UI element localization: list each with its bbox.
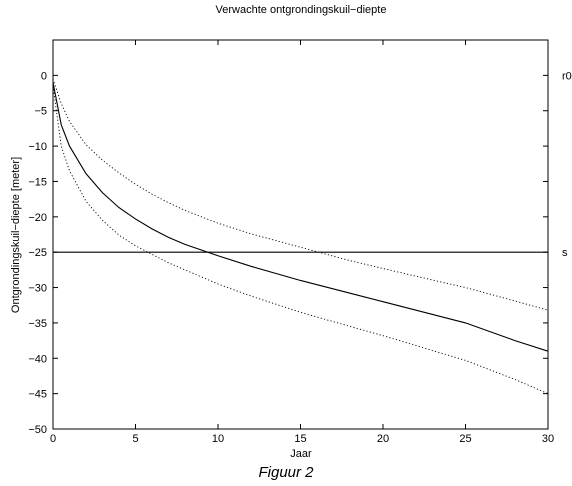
plot-frame [52, 39, 549, 430]
y-tick-label: −45 [28, 389, 47, 401]
x-tick-label: 10 [212, 433, 224, 445]
y-axis-label: Ontgrondingskuil−diepte [meter] [10, 157, 22, 313]
y-tick-label: −25 [28, 247, 47, 259]
y-tick-label: −5 [34, 106, 47, 118]
x-axis-label: Jaar [290, 448, 312, 460]
y-tick-label: −50 [28, 424, 47, 436]
x-tick-label: 5 [132, 433, 138, 445]
ticks-layer: 0 5 10 15 20 25 30 0 −5 −10 −15 −20 −25 −30 −35 −40 −45 −… [28, 40, 572, 445]
chart-title: Verwachte ontgrondingskuil−diepte [216, 4, 387, 16]
x-tick-label: 30 [542, 433, 554, 445]
x-tick-label: 25 [459, 433, 471, 445]
right-axis-label: r0 [562, 70, 572, 82]
y-tick-label: −20 [28, 212, 47, 224]
y-tick-label: −30 [28, 283, 47, 295]
x-tick-label: 0 [50, 433, 56, 445]
y-tick-label: −40 [28, 353, 47, 365]
y-tick-label: −10 [28, 141, 47, 153]
y-tick-label: −35 [28, 318, 47, 330]
right-axis-label: s [562, 247, 568, 259]
x-tick-label: 15 [294, 433, 306, 445]
series-line-3 [52, 85, 549, 395]
series-line-2 [52, 78, 549, 311]
series-layer [52, 78, 549, 395]
y-tick-label: 0 [41, 70, 47, 82]
figure-caption: Figuur 2 [258, 464, 314, 481]
x-tick-label: 20 [377, 433, 389, 445]
series-line-1 [52, 82, 549, 352]
y-tick-label: −15 [28, 176, 47, 188]
